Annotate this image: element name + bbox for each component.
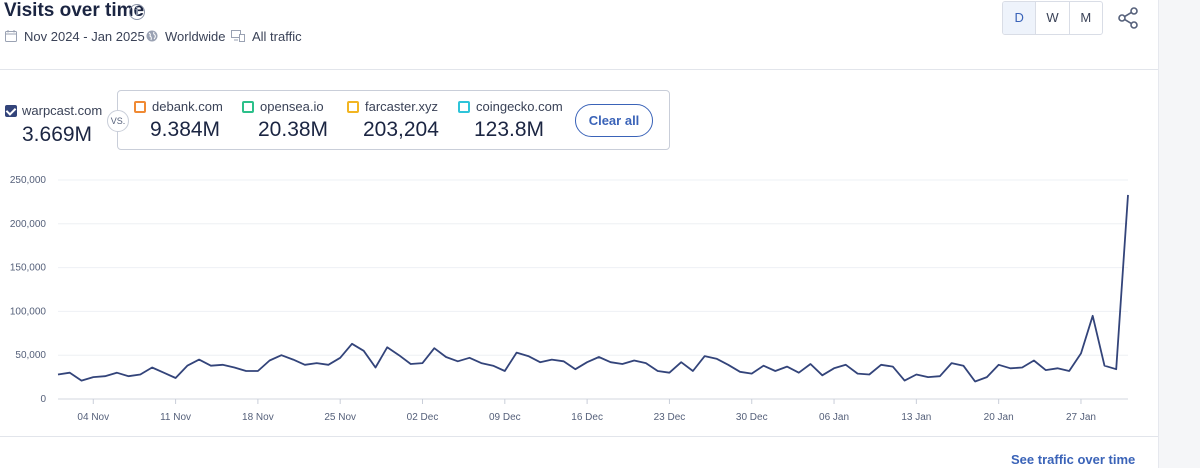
competitor-value: 9.384M bbox=[150, 118, 221, 141]
region-filter[interactable]: Worldwide bbox=[146, 27, 225, 45]
competitor-name: farcaster.xyz bbox=[365, 99, 438, 115]
main-site-name: warpcast.com bbox=[22, 103, 103, 119]
visits-line-chart: 250,000 200,000 150,000 100,000 50,000 0 04 No… bbox=[10, 175, 1129, 423]
competitor-checkbox[interactable] bbox=[347, 100, 359, 113]
share-icon[interactable] bbox=[1117, 7, 1139, 34]
page-title: Visits over time bbox=[4, 0, 145, 21]
competitor-checkbox[interactable] bbox=[242, 100, 254, 113]
x-tick-label: 02 Dec bbox=[407, 412, 439, 423]
competitor-name: debank.com bbox=[152, 99, 223, 115]
x-tick-label: 16 Dec bbox=[571, 412, 603, 423]
granularity-week-button[interactable]: W bbox=[1036, 2, 1070, 34]
competitor-name: opensea.io bbox=[260, 99, 324, 115]
competitor-item[interactable]: debank.com 9.384M bbox=[134, 98, 223, 142]
date-range-label: Nov 2024 - Jan 2025 bbox=[24, 28, 145, 44]
footer-divider bbox=[0, 436, 1158, 437]
y-tick-label: 250,000 bbox=[10, 175, 47, 186]
main-site-value: 3.669M bbox=[22, 123, 93, 146]
x-tick-label: 25 Nov bbox=[324, 412, 356, 423]
x-tick-label: 30 Dec bbox=[736, 412, 768, 423]
date-range[interactable]: Nov 2024 - Jan 2025 bbox=[5, 27, 145, 45]
see-traffic-link[interactable]: See traffic over time bbox=[1011, 452, 1136, 467]
globe-icon bbox=[146, 30, 158, 42]
x-tick-label: 04 Nov bbox=[77, 412, 109, 423]
devices-icon bbox=[231, 30, 245, 42]
x-tick-label: 20 Jan bbox=[984, 412, 1014, 423]
right-gutter bbox=[1158, 0, 1200, 468]
vs-badge: VS. bbox=[107, 110, 129, 132]
x-tick-label: 27 Jan bbox=[1066, 412, 1096, 423]
x-tick-label: 23 Dec bbox=[654, 412, 686, 423]
calendar-icon bbox=[5, 30, 17, 42]
y-tick-label: 50,000 bbox=[15, 350, 46, 361]
region-label: Worldwide bbox=[165, 28, 226, 44]
competitor-panel: debank.com 9.384M opensea.io 20.38M farc… bbox=[117, 90, 670, 150]
series-line-warpcast-com bbox=[57, 194, 1129, 383]
granularity-month-button[interactable]: M bbox=[1080, 10, 1092, 25]
main-site-checkbox[interactable] bbox=[5, 104, 17, 117]
x-tick-label: 06 Jan bbox=[819, 412, 849, 423]
y-tick-label: 100,000 bbox=[10, 306, 47, 317]
competitor-checkbox[interactable] bbox=[458, 100, 470, 113]
header-divider bbox=[0, 69, 1158, 70]
competitor-item[interactable]: coingecko.com 123.8M bbox=[458, 98, 563, 142]
competitor-value: 20.38M bbox=[258, 118, 329, 141]
y-tick-label: 200,000 bbox=[10, 219, 47, 230]
competitor-item[interactable]: farcaster.xyz 203,204 bbox=[347, 98, 439, 142]
traffic-filter[interactable]: All traffic bbox=[231, 27, 302, 45]
competitor-value: 203,204 bbox=[363, 118, 439, 141]
clear-all-button[interactable]: Clear all bbox=[575, 104, 653, 137]
granularity-toggle: D W M bbox=[1002, 1, 1103, 35]
x-tick-label: 18 Nov bbox=[242, 412, 274, 423]
competitor-name: coingecko.com bbox=[476, 99, 563, 115]
y-tick-label: 150,000 bbox=[10, 263, 47, 274]
competitor-item[interactable]: opensea.io 20.38M bbox=[242, 98, 328, 142]
competitor-checkbox[interactable] bbox=[134, 100, 146, 113]
traffic-label: All traffic bbox=[252, 28, 302, 44]
info-icon[interactable]: i bbox=[129, 4, 145, 20]
x-tick-label: 11 Nov bbox=[160, 412, 191, 423]
x-tick-label: 13 Jan bbox=[901, 412, 931, 423]
granularity-day-button[interactable]: D bbox=[1003, 2, 1037, 34]
main-site-legend[interactable]: warpcast.com 3.669M bbox=[5, 102, 102, 147]
competitor-value: 123.8M bbox=[474, 118, 545, 141]
y-tick-label: 0 bbox=[40, 394, 46, 405]
x-tick-label: 09 Dec bbox=[489, 412, 521, 423]
